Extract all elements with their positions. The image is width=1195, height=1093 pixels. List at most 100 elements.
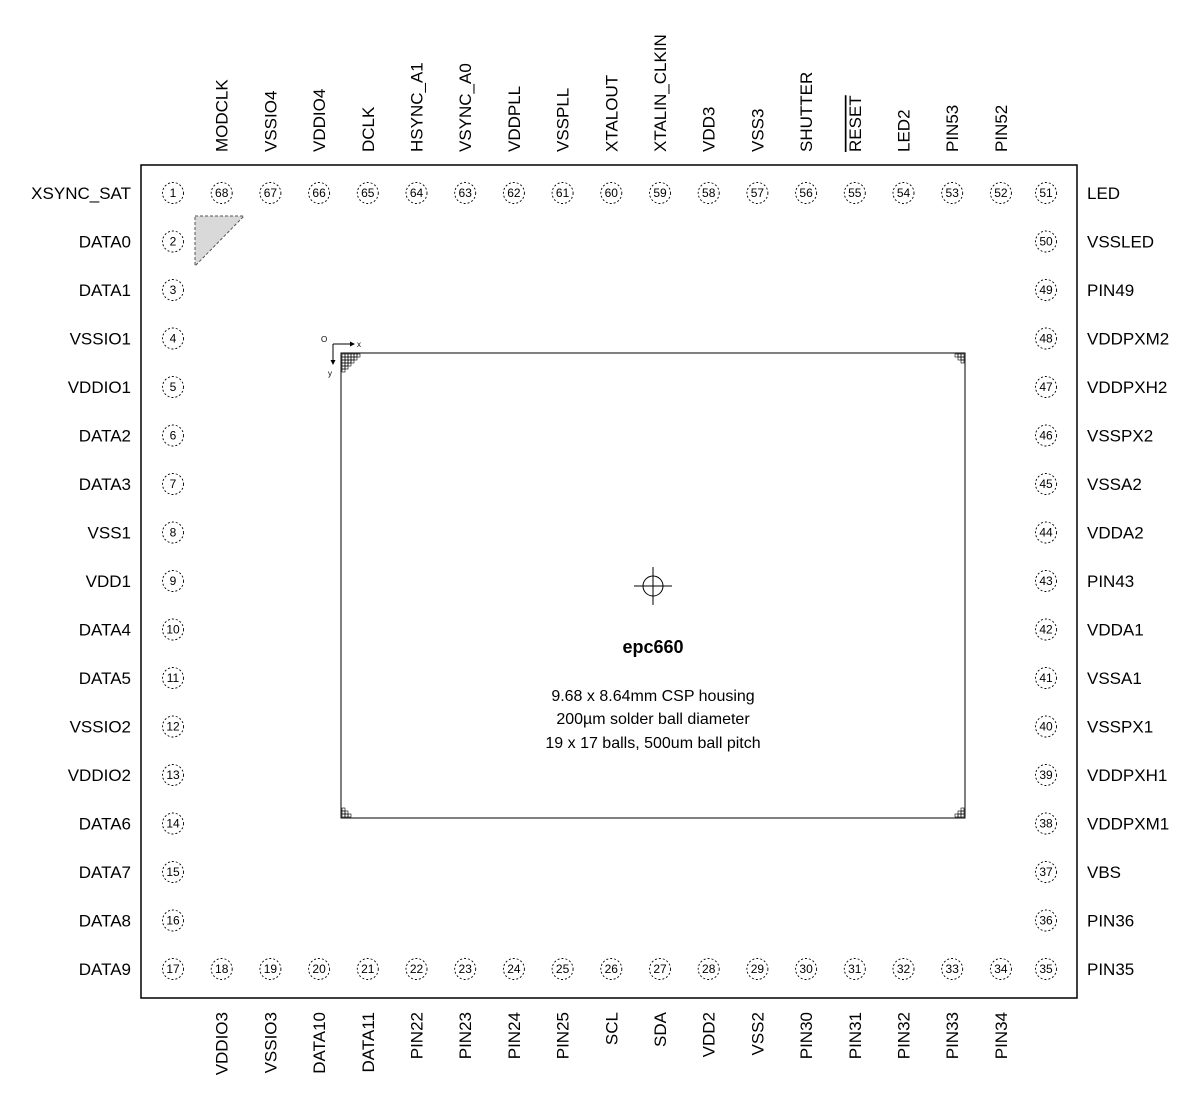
pin-label: VSSIO4 <box>261 91 280 152</box>
ball-number: 48 <box>1039 332 1053 346</box>
pin-label: VSSIO3 <box>261 1012 280 1073</box>
pin-right: 44 VDDA2 <box>1035 521 1144 544</box>
ball-number: 58 <box>702 186 716 200</box>
solder-ball: 5 <box>162 376 184 398</box>
pin-top: 53 PIN53 <box>941 105 964 204</box>
pin-left: 5 VDDIO1 <box>68 376 184 398</box>
ball-number: 52 <box>994 186 1008 200</box>
ball-number: 5 <box>170 380 177 394</box>
pin-bottom: 23 PIN23 <box>454 958 477 1059</box>
solder-ball: 46 <box>1035 424 1057 447</box>
pin-bottom: 34 PIN34 <box>989 958 1012 1059</box>
ball-number: 22 <box>410 962 424 976</box>
pin-left: 17 DATA9 <box>79 958 184 980</box>
ball-number: 30 <box>799 962 813 976</box>
ball-number: 11 <box>167 671 180 685</box>
pin-label: LED2 <box>895 109 914 152</box>
pin-bottom: 25 PIN25 <box>551 958 574 1059</box>
pin-label: VDDPXH2 <box>1087 378 1167 397</box>
solder-ball: 8 <box>162 521 184 544</box>
pin-right: 39 VDDPXH1 <box>1035 764 1167 786</box>
ball-number: 27 <box>653 962 667 976</box>
solder-ball: 7 <box>162 473 184 495</box>
pin-right: 37 VBS <box>1035 861 1121 883</box>
pin-label: PIN35 <box>1087 960 1134 979</box>
pin-label: DATA2 <box>79 427 131 446</box>
solder-ball: 36 <box>1035 909 1057 932</box>
pin-label: DATA7 <box>79 863 131 882</box>
solder-ball: 54 <box>892 182 915 204</box>
ball-number: 17 <box>166 962 180 976</box>
pin-label: MODCLK <box>213 79 232 152</box>
sensor-area <box>340 352 966 819</box>
ball-number: 38 <box>1039 817 1053 831</box>
pin-label: VDDPXM2 <box>1087 330 1169 349</box>
ball-number: 68 <box>215 186 229 200</box>
solder-ball: 27 <box>649 958 671 980</box>
solder-ball: 52 <box>989 182 1012 204</box>
pin-bottom: 21 DATA11 <box>356 958 379 1072</box>
pin-left: 4 VSSIO1 <box>70 327 184 350</box>
ball-number: 63 <box>459 186 473 200</box>
pins-bottom: 18VDDIO319VSSIO320DATA1021DATA1122PIN222… <box>210 958 1012 1075</box>
ball-number: 8 <box>170 526 177 540</box>
ball-number: 56 <box>799 186 813 200</box>
pin-label: DATA1 <box>79 281 131 300</box>
solder-ball: 59 <box>649 182 671 204</box>
pin-label: PIN24 <box>505 1012 524 1059</box>
ball-number: 1 <box>170 186 177 200</box>
pin-top: 54 LED2 <box>892 109 915 204</box>
pin-top: 63 VSYNC_A0 <box>454 63 477 204</box>
pin-bottom: 29 VSS2 <box>746 958 769 1055</box>
pin-bottom: 24 PIN24 <box>502 958 525 1059</box>
pin-label: VDDPXM1 <box>1087 815 1169 834</box>
solder-ball: 66 <box>308 182 331 204</box>
ball-number: 55 <box>848 186 862 200</box>
solder-ball: 6 <box>162 424 184 447</box>
ball-number: 37 <box>1039 865 1053 879</box>
pixel-grid <box>954 807 965 818</box>
solder-ball: 19 <box>259 958 282 980</box>
ball-number: 45 <box>1039 477 1053 491</box>
pin-label: LED <box>1087 184 1120 203</box>
pin-right: 47 VDDPXH2 <box>1035 376 1167 398</box>
pin-left: 3 DATA1 <box>79 279 184 301</box>
pin-right: 51 LED <box>1035 182 1120 204</box>
pin-right: 38 VDDPXM1 <box>1035 812 1169 835</box>
pin-bottom: 30 PIN30 <box>795 958 818 1059</box>
ball-number: 50 <box>1039 235 1053 249</box>
ball-number: 6 <box>170 429 177 443</box>
solder-ball: 50 <box>1035 230 1057 253</box>
pin-label: RESET <box>846 95 865 152</box>
ball-number: 28 <box>702 962 716 976</box>
solder-ball: 9 <box>162 570 184 592</box>
ball-number: 40 <box>1039 720 1053 734</box>
pin-left: 12 VSSIO2 <box>70 715 184 738</box>
pin-left: 8 VSS1 <box>88 521 184 544</box>
solder-ball: 45 <box>1035 473 1057 495</box>
pin-label: PIN25 <box>554 1012 573 1059</box>
solder-ball: 63 <box>454 182 477 204</box>
ball-number: 3 <box>170 283 177 297</box>
pin-left: 11 DATA5 <box>79 667 184 689</box>
solder-ball: 49 <box>1035 279 1057 301</box>
spec-line-1: 9.68 x 8.64mm CSP housing <box>551 688 754 705</box>
pin-right: 48 VDDPXM2 <box>1035 327 1169 350</box>
pin-right: 50 VSSLED <box>1035 230 1154 253</box>
pin-label: SDA <box>651 1011 670 1047</box>
ball-number: 32 <box>897 962 911 976</box>
solder-ball: 60 <box>600 182 623 204</box>
solder-ball: 42 <box>1035 618 1057 641</box>
ball-number: 62 <box>507 186 521 200</box>
pin-bottom: 27 SDA <box>649 958 671 1047</box>
ball-number: 2 <box>170 235 177 249</box>
corner-pixel-grids <box>341 353 965 818</box>
pin-label: PIN53 <box>943 105 962 152</box>
pin-top: 52 PIN52 <box>989 105 1012 204</box>
solder-ball: 26 <box>600 958 623 980</box>
ball-number: 67 <box>264 186 278 200</box>
pin-label: VSS2 <box>748 1012 767 1055</box>
ball-number: 44 <box>1039 526 1053 540</box>
chip-name: epc660 <box>622 637 683 657</box>
